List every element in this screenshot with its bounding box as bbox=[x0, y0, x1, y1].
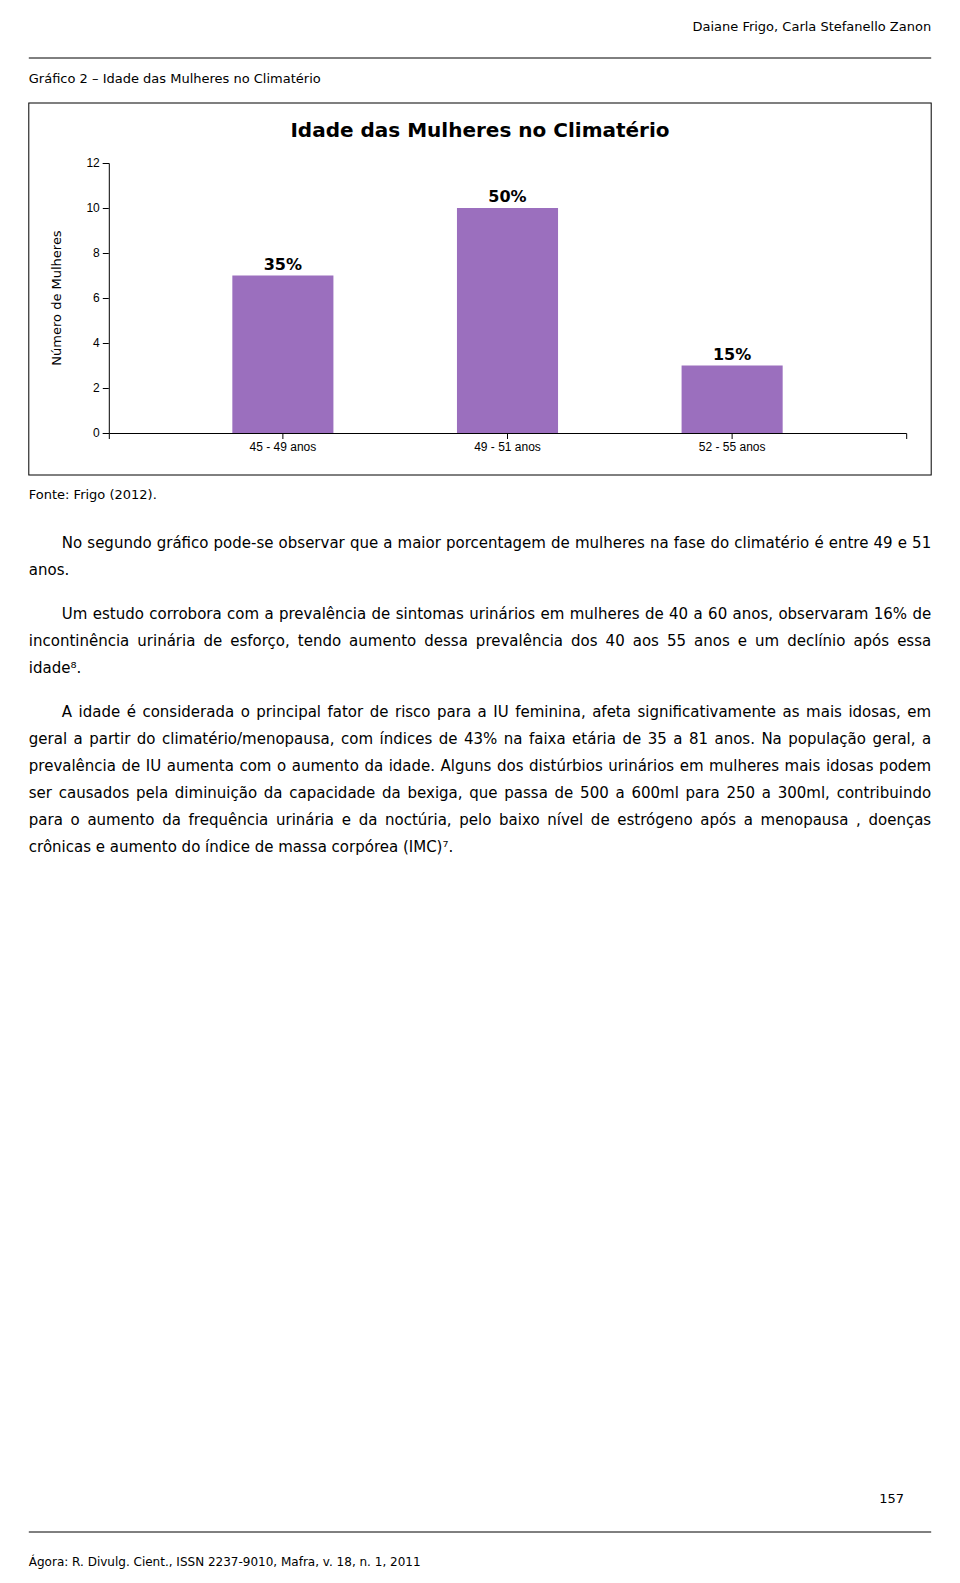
tick-mark bbox=[282, 433, 283, 439]
paragraph: Um estudo corrobora com a prevalência de… bbox=[29, 601, 931, 682]
bar-annotation: 15% bbox=[713, 345, 751, 364]
header-rule bbox=[29, 58, 931, 59]
tick-mark bbox=[103, 253, 109, 254]
y-tick: 8 bbox=[93, 246, 109, 260]
y-tick: 10 bbox=[86, 201, 108, 215]
x-tick: 45 - 49 anos bbox=[250, 433, 317, 454]
tick-mark bbox=[507, 433, 508, 439]
bar bbox=[457, 208, 558, 433]
tick-mark bbox=[103, 388, 109, 389]
tick-mark bbox=[732, 433, 733, 439]
header-author: Daiane Frigo, Carla Stefanello Zanon bbox=[692, 19, 931, 34]
tick-mark bbox=[103, 343, 109, 344]
plot: 35% 50% 15% 0 2 4 6 8 10 12 45 - 49 anos 49 - 51 an… bbox=[49, 156, 907, 453]
chart: Idade das Mulheres no Climatério 35% 50% 15… bbox=[49, 118, 907, 454]
bar-annotation: 50% bbox=[488, 187, 526, 206]
tick-mark bbox=[103, 163, 109, 164]
axis-line bbox=[103, 164, 110, 434]
tick-label: 12 bbox=[86, 156, 100, 170]
tick-label: 0 bbox=[93, 426, 100, 440]
page-number: 157 bbox=[879, 1491, 904, 1506]
tick-label: 6 bbox=[93, 291, 100, 305]
tick-label: 52 - 55 anos bbox=[699, 440, 766, 454]
y-tick: 2 bbox=[93, 381, 109, 395]
marks bbox=[232, 208, 782, 433]
source: Fonte: Frigo (2012). bbox=[29, 487, 157, 502]
y-axis: 0 2 4 6 8 10 12 bbox=[86, 156, 109, 440]
tick-label: 45 - 49 anos bbox=[250, 440, 317, 454]
y-tick: 12 bbox=[86, 156, 108, 170]
bar-annotation: 35% bbox=[264, 255, 302, 274]
graph-label: Gráfico 2 – Idade das Mulheres no Climat… bbox=[29, 71, 321, 86]
tick-label: 4 bbox=[93, 336, 100, 350]
paragraph: A idade é considerada o principal fator … bbox=[29, 699, 931, 861]
tick-mark bbox=[103, 208, 109, 209]
bar bbox=[232, 276, 333, 434]
paragraph: No segundo gráfico pode-se observar que … bbox=[29, 530, 931, 584]
y-tick: 6 bbox=[93, 291, 109, 305]
footer-rule bbox=[29, 1532, 931, 1533]
axis-line bbox=[109, 434, 906, 440]
x-tick: 49 - 51 anos bbox=[474, 433, 541, 454]
chart-frame bbox=[29, 103, 931, 475]
y-axis-title: Número de Mulheres bbox=[49, 230, 64, 366]
body-text: No segundo gráfico pode-se observar que … bbox=[29, 530, 931, 878]
tick-mark bbox=[103, 298, 109, 299]
tick-label: 8 bbox=[93, 246, 100, 260]
x-tick: 52 - 55 anos bbox=[699, 433, 766, 454]
y-tick: 4 bbox=[93, 336, 109, 350]
chart-title: Idade das Mulheres no Climatério bbox=[290, 118, 669, 142]
tick-mark bbox=[103, 433, 109, 434]
tick-label: 10 bbox=[86, 201, 100, 215]
bar bbox=[682, 366, 783, 434]
tick-label: 49 - 51 anos bbox=[474, 440, 541, 454]
tick-label: 2 bbox=[93, 381, 100, 395]
footer: Ágora: R. Divulg. Cient., ISSN 2237-9010… bbox=[29, 1554, 421, 1569]
y-tick: 0 bbox=[93, 426, 109, 440]
x-axis: 45 - 49 anos 49 - 51 anos 52 - 55 anos bbox=[109, 433, 906, 454]
